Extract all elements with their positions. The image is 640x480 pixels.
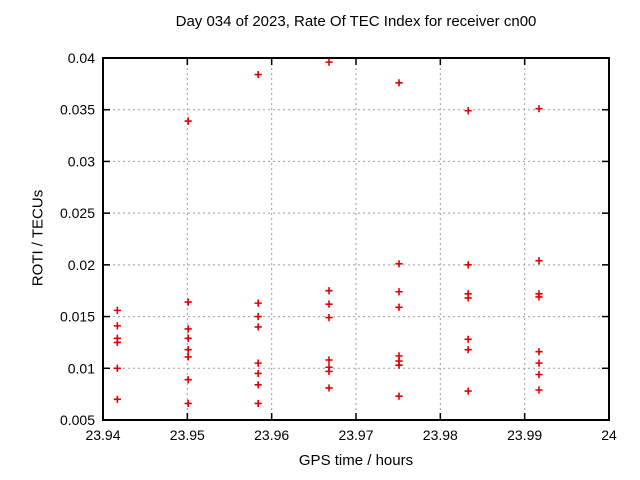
- data-point-marker: [464, 346, 472, 354]
- y-axis-label: ROTI / TECUs: [29, 189, 47, 287]
- data-point-marker: [325, 300, 333, 308]
- data-point-marker: [535, 257, 543, 265]
- data-point-marker: [395, 260, 403, 268]
- data-point-marker: [464, 261, 472, 269]
- data-point-marker: [395, 303, 403, 311]
- x-tick-label: 23.96: [254, 427, 289, 443]
- grid-lines: [103, 58, 609, 420]
- y-tick-label: 0.005: [60, 412, 95, 428]
- data-point-marker: [254, 299, 262, 307]
- data-point-marker: [113, 322, 121, 330]
- data-point-marker: [184, 353, 192, 361]
- axis-ticks: [102, 57, 610, 421]
- data-point-marker: [464, 335, 472, 343]
- data-point-marker: [535, 105, 543, 113]
- x-tick-label: 23.97: [338, 427, 373, 443]
- data-point-marker: [535, 293, 543, 301]
- y-tick-label: 0.035: [60, 102, 95, 118]
- data-point-marker: [184, 298, 192, 306]
- y-tick-label: 0.03: [68, 153, 95, 169]
- y-tick-label: 0.02: [68, 257, 95, 273]
- data-point-marker: [113, 395, 121, 403]
- data-point-marker: [325, 314, 333, 322]
- x-tick-label: 23.98: [423, 427, 458, 443]
- tick-labels: 23.94 23.95 23.96 23.97 23.98 23.99 24 0.005 0.0…: [60, 50, 617, 443]
- y-tick-label: 0.025: [60, 205, 95, 221]
- data-point-marker: [113, 306, 121, 314]
- chart-title: Day 034 of 2023, Rate Of TEC Index for r…: [175, 13, 537, 30]
- y-tick-label: 0.01: [68, 360, 95, 376]
- x-tick-label: 23.94: [85, 427, 120, 443]
- data-point-marker: [184, 334, 192, 342]
- data-point-marker: [395, 392, 403, 400]
- data-point-marker: [254, 369, 262, 378]
- data-point-marker: [113, 338, 121, 347]
- data-point-marker: [254, 399, 262, 408]
- data-point-marker: [254, 312, 262, 321]
- x-tick-label: 24: [601, 427, 617, 443]
- data-point-marker: [535, 359, 543, 367]
- x-tick-label: 23.95: [170, 427, 205, 443]
- x-axis-label: GPS time / hours: [298, 452, 414, 469]
- data-point-marker: [395, 79, 403, 87]
- data-point-marker: [535, 370, 543, 379]
- data-point-marker: [184, 399, 192, 408]
- data-point-marker: [325, 384, 333, 392]
- data-point-marker: [325, 287, 333, 295]
- data-point-marker: [464, 294, 472, 302]
- data-point-marker: [184, 325, 192, 333]
- data-point-marker: [254, 70, 262, 79]
- data-point-marker: [535, 386, 543, 394]
- data-point-marker: [184, 346, 192, 354]
- data-point-marker: [254, 359, 262, 367]
- data-point-marker: [184, 376, 192, 384]
- data-point-marker: [254, 323, 262, 331]
- data-point-marker: [325, 356, 333, 364]
- data-point-marker: [535, 348, 543, 356]
- data-point-marker: [464, 387, 472, 395]
- y-tick-label: 0.04: [68, 50, 95, 66]
- data-point-marker: [395, 361, 403, 369]
- data-point-marker: [325, 367, 333, 375]
- data-points: [113, 58, 543, 408]
- data-point-marker: [325, 58, 333, 66]
- data-point-marker: [395, 288, 403, 296]
- x-tick-label: 23.99: [507, 427, 542, 443]
- y-tick-label: 0.015: [60, 309, 95, 325]
- data-point-marker: [113, 364, 121, 372]
- data-point-marker: [184, 117, 192, 125]
- data-point-marker: [464, 107, 472, 115]
- data-point-marker: [254, 381, 262, 389]
